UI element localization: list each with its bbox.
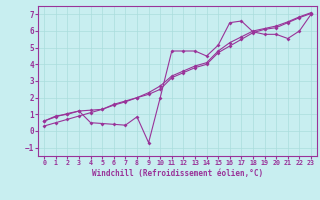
X-axis label: Windchill (Refroidissement éolien,°C): Windchill (Refroidissement éolien,°C) xyxy=(92,169,263,178)
